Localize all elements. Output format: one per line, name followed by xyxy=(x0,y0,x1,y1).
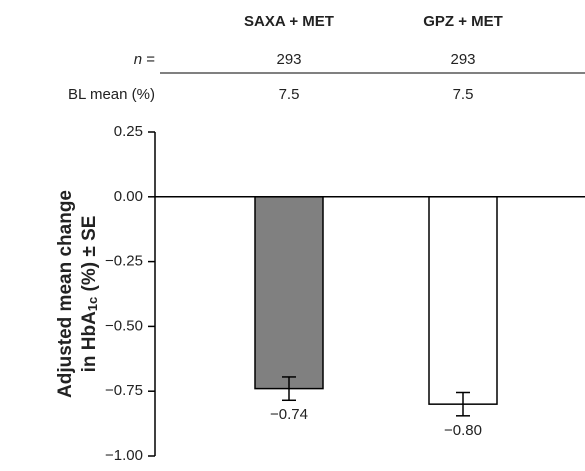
y-label-line: in HbA xyxy=(79,311,100,372)
y-tick-label: −0.25 xyxy=(105,253,143,270)
y-tick-label: −1.00 xyxy=(105,447,143,464)
y-label-line: (%) ± SE xyxy=(79,216,100,297)
error-bar xyxy=(282,376,296,402)
column-header: SAXA + MET xyxy=(244,13,334,30)
y-label-line: Adjusted mean change xyxy=(55,190,76,398)
column-header: GPZ + MET xyxy=(423,13,503,30)
error-bar xyxy=(456,391,470,417)
y-label-sub: 1c xyxy=(85,297,100,311)
table-cell: 7.5 xyxy=(279,86,300,103)
table-cell: 293 xyxy=(450,51,475,68)
row-label: n = xyxy=(134,51,156,68)
row-label-part: = xyxy=(142,51,155,68)
table-cell: 293 xyxy=(276,51,301,68)
y-axis-label: Adjusted mean change in HbA1c (%) ± SE xyxy=(55,190,100,398)
value-label: −0.80 xyxy=(444,422,482,439)
row-label-part: n xyxy=(134,51,142,68)
y-tick-label: 0.00 xyxy=(114,188,143,205)
row-label-part: BL mean (%) xyxy=(68,86,155,103)
row-label: BL mean (%) xyxy=(68,86,155,103)
y-tick-label: −0.50 xyxy=(105,317,143,334)
value-label: −0.74 xyxy=(270,406,308,423)
bar xyxy=(254,196,324,390)
bar xyxy=(428,196,498,405)
y-tick-label: −0.75 xyxy=(105,382,143,399)
table-cell: 7.5 xyxy=(453,86,474,103)
y-tick-label: 0.25 xyxy=(114,123,143,140)
